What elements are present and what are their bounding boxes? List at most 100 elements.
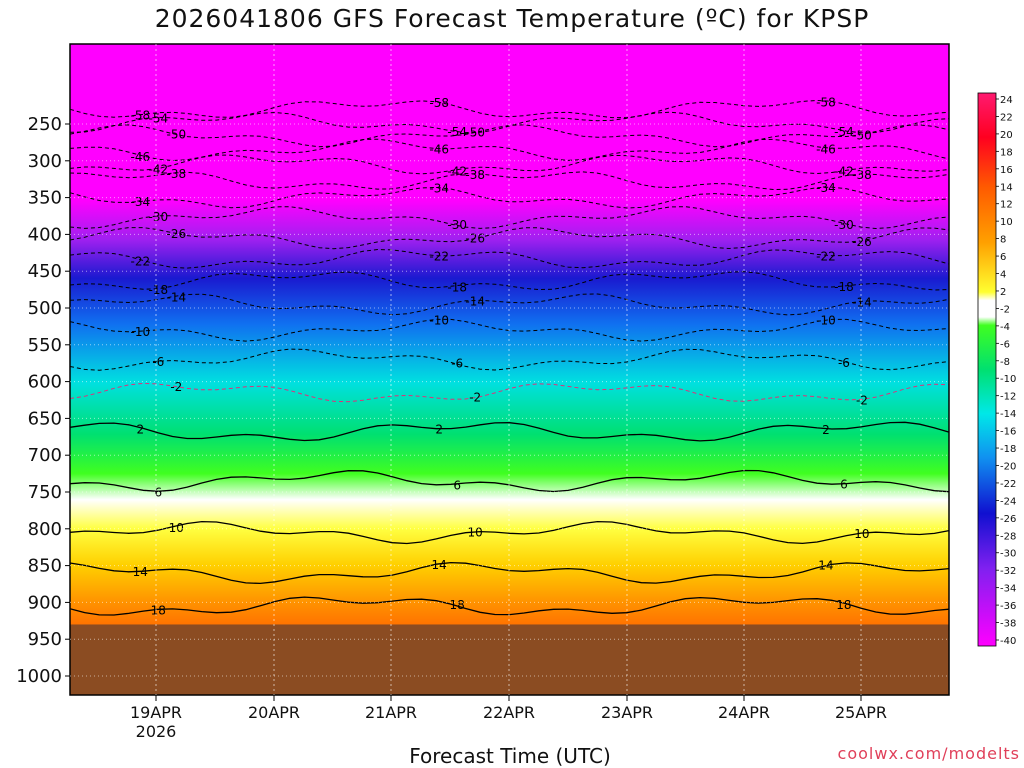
isotherm-label: 6 (840, 478, 848, 492)
isotherm-label: -18 (834, 280, 854, 294)
colorbar-tick-label: -32 (1000, 566, 1016, 577)
y-tick-label: 400 (28, 224, 62, 245)
axes: 250 300 350 400 450 500 550 600 650 700 750 800 850 9… (16, 43, 950, 741)
isotherm-label: -58 (816, 95, 836, 109)
isotherm-label: -22 (816, 250, 836, 264)
colorbar-tick-label: 2 (1000, 287, 1006, 298)
colorbar-tick-label: 24 (1000, 95, 1013, 106)
isotherm-minus-22 (69, 248, 950, 269)
isotherm-minus-14 (69, 293, 950, 316)
isotherm-minus-50 (69, 124, 950, 148)
isotherm-label: -2 (856, 393, 868, 407)
isotherm-label: -6 (451, 356, 463, 370)
colorbar-tick-label: -38 (1000, 619, 1016, 630)
isotherm-label: -2 (469, 391, 481, 405)
x-tick-label: 19APR (130, 703, 182, 722)
colorbar-tick-label: -20 (1000, 461, 1016, 472)
y-tick-label: 850 (28, 556, 62, 577)
isotherm-minus-26 (69, 227, 950, 250)
colorbar-tick-label: 6 (1000, 252, 1006, 263)
y-tick-label: 300 (28, 151, 62, 172)
x-tick-label: 25APR (835, 703, 887, 722)
isotherm-label: -38 (167, 167, 187, 181)
colorbar-tick-label: -18 (1000, 444, 1016, 455)
isotherm-label: -34 (131, 195, 151, 209)
isotherm-label: -18 (447, 280, 467, 294)
colorbar-tick-label: -24 (1000, 496, 1016, 507)
x-axis-label: Forecast Time (UTC) (409, 744, 611, 768)
colorbar-tick-label: 4 (1000, 270, 1006, 281)
isotherm-minus-2 (69, 382, 950, 403)
colorbar-tick-label: -2 (1000, 304, 1010, 315)
isotherm-label: -14 (167, 291, 187, 305)
isotherm-label: -14 (465, 294, 485, 308)
y-tick-label: 750 (28, 482, 62, 503)
colorbar-scale (977, 92, 997, 647)
colorbar-tick-label: -10 (1000, 374, 1016, 385)
isotherm-label: 14 (133, 565, 148, 579)
isotherm-label: -22 (429, 250, 449, 264)
isotherm-label: -38 (852, 168, 872, 182)
colorbar-tick-label: -36 (1000, 601, 1016, 612)
isotherm-label: -50 (465, 125, 485, 139)
isotherm-minus-34 (69, 186, 950, 209)
isotherm-label: 2 (136, 422, 144, 436)
x-tick-label: 20APR (248, 703, 300, 722)
colorbar-tick-label: 22 (1000, 112, 1013, 123)
colorbar-tick-label: -30 (1000, 549, 1016, 560)
isotherm-label: 18 (151, 603, 166, 617)
isotherm-label: -6 (152, 355, 164, 369)
chart-title: 2026041806 GFS Forecast Temperature (ºC)… (154, 4, 870, 33)
y-tick-label: 1000 (16, 666, 62, 687)
y-tick-label: 700 (28, 445, 62, 466)
y-tick-label: 500 (28, 298, 62, 319)
isotherm-2 (69, 421, 950, 442)
isotherm-label: 14 (818, 558, 833, 572)
colorbar-tick-label: -22 (1000, 479, 1016, 490)
x-tick-label: 23APR (601, 703, 653, 722)
colorbar-tick-label: -4 (1000, 322, 1010, 333)
isotherm-label: -26 (167, 227, 187, 241)
isotherm-minus-6 (69, 348, 950, 371)
isotherm-label: 18 (450, 598, 465, 612)
y-tick-label: 650 (28, 408, 62, 429)
source-credit: coolwx.com/modelts (837, 744, 1020, 763)
y-tick-label: 350 (28, 188, 62, 209)
y-tick-label: 900 (28, 592, 62, 613)
isotherm-label: -34 (816, 181, 836, 195)
colorbar-tick-label: -34 (1000, 584, 1016, 595)
colorbar-tick-label: 8 (1000, 235, 1006, 246)
isotherm-label: -38 (465, 168, 485, 182)
isotherm-label: -30 (149, 210, 169, 224)
colorbar-tick-label: -40 (1000, 636, 1016, 647)
isotherm-label: -42 (149, 163, 169, 177)
x-year-label: 2026 (136, 722, 177, 741)
isotherm-label: -10 (429, 313, 449, 327)
isotherm-minus-38 (69, 171, 950, 191)
isotherm-label: -2 (170, 380, 182, 394)
colorbar-tick-label: -14 (1000, 409, 1016, 420)
isotherm-label: -50 (852, 129, 872, 143)
y-tick-label: 550 (28, 335, 62, 356)
isotherm-label: 10 (169, 521, 184, 535)
colorbar-tick-label: 18 (1000, 147, 1013, 158)
colorbar: 24 22 20 18 16 14 12 10 8 6 4 2 -2 -4 -6 -8 -10 -12 -14 -16… (977, 92, 1016, 647)
x-tick-label: 24APR (718, 703, 770, 722)
isotherm-10 (69, 520, 950, 545)
colorbar-tick-label: -6 (1000, 339, 1010, 350)
isotherm-label: -50 (167, 128, 187, 142)
isotherm-label: 10 (854, 527, 869, 541)
colorbar-tick-label: -8 (1000, 357, 1010, 368)
colorbar-tick-label: 14 (1000, 182, 1013, 193)
isotherm-label: -30 (834, 218, 854, 232)
colorbar-tick-label: -16 (1000, 427, 1016, 438)
isotherm-label: 18 (836, 598, 851, 612)
isotherm-label: -18 (149, 283, 169, 297)
isotherm-label: -10 (816, 313, 836, 327)
isotherm-label: 2 (822, 423, 830, 437)
isotherm-minus-46 (69, 138, 950, 162)
isotherm-label: 6 (453, 478, 461, 492)
isotherm-label: -6 (838, 356, 850, 370)
isotherm-label: -54 (149, 111, 169, 125)
isotherm-label: -54 (834, 125, 854, 139)
